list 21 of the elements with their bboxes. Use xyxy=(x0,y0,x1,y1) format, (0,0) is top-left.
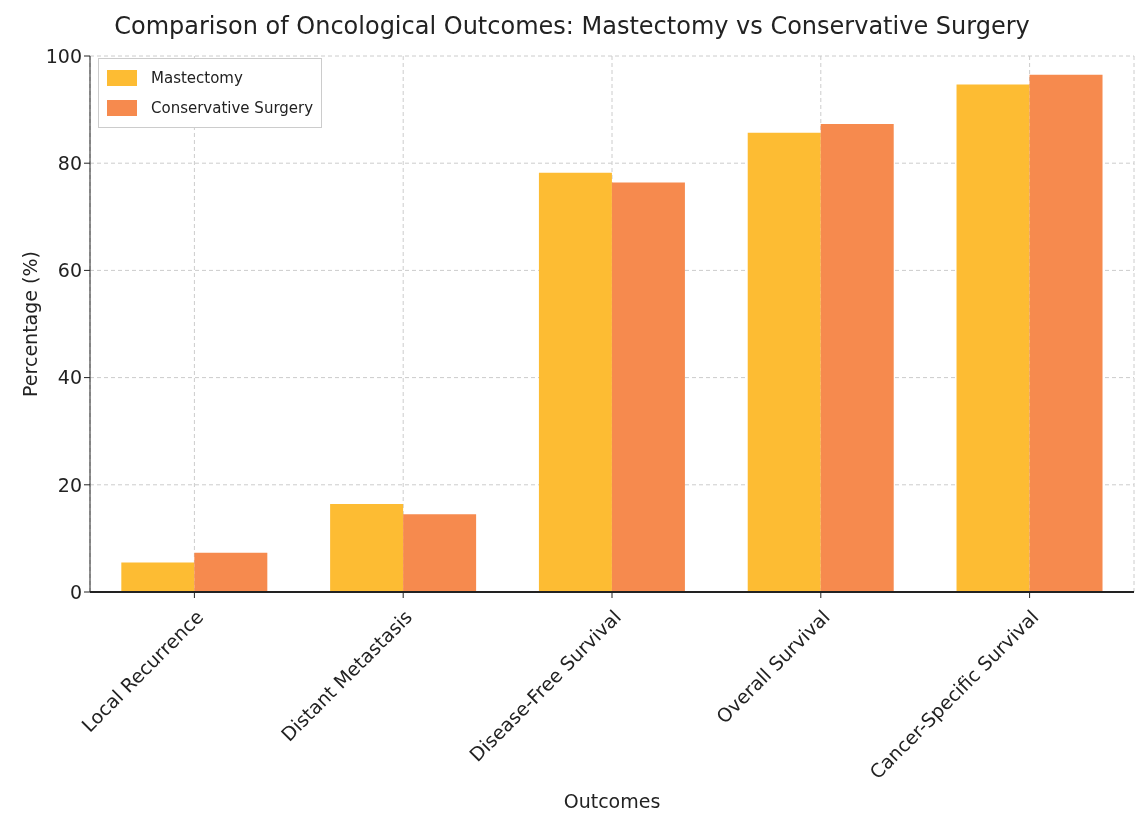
legend-label: Conservative Surgery xyxy=(151,98,314,119)
y-tick-label: 100 xyxy=(45,44,82,67)
bar xyxy=(956,84,1030,592)
bar xyxy=(194,552,268,592)
y-tick-label: 60 xyxy=(57,259,82,282)
bar xyxy=(820,124,894,592)
bar xyxy=(538,172,612,592)
y-tick-label: 80 xyxy=(57,151,82,174)
y-tick-label: 40 xyxy=(57,366,82,389)
x-axis-title: Outcomes xyxy=(563,790,661,812)
y-axis-title: Percentage (%) xyxy=(18,251,41,397)
bar xyxy=(330,504,404,592)
bar xyxy=(121,562,195,592)
bar xyxy=(611,182,685,592)
bar xyxy=(1029,74,1103,592)
y-tick-label: 0 xyxy=(69,580,82,603)
chart-title: Comparison of Oncological Outcomes: Mastectomy vs Conservative Surgery xyxy=(113,11,1031,42)
legend-label: Mastectomy xyxy=(151,68,243,89)
bar xyxy=(403,514,477,592)
bar xyxy=(747,132,821,592)
y-tick-label: 20 xyxy=(57,473,82,496)
